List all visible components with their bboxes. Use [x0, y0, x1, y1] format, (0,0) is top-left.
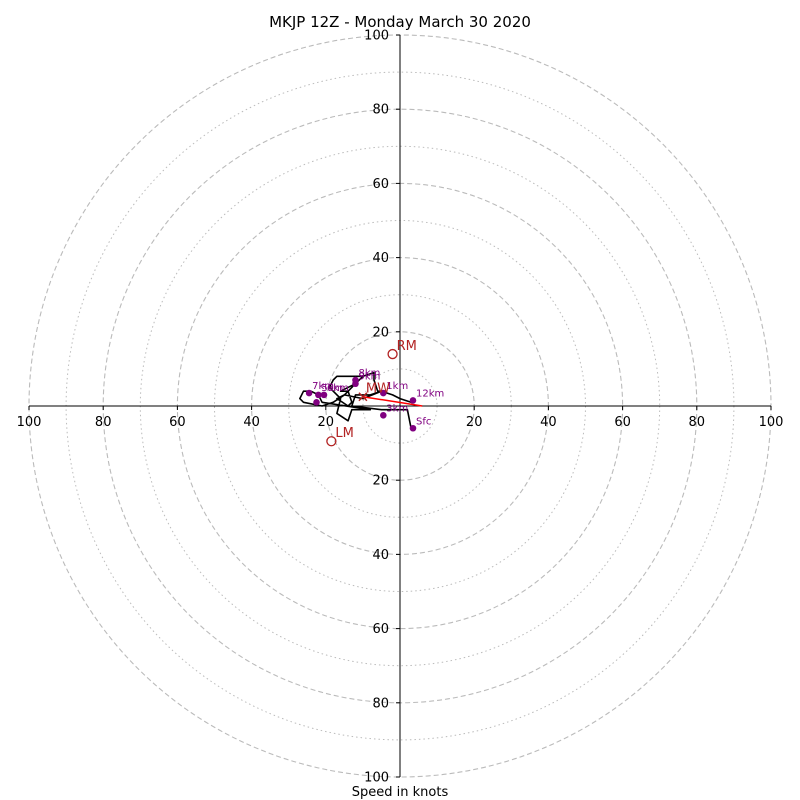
x-tick-label: 40 — [243, 415, 260, 430]
mean-wind-vector — [362, 395, 423, 407]
height-marker-9km — [352, 380, 359, 388]
height-marker-7km — [305, 389, 313, 397]
x-tick-label: 80 — [689, 415, 706, 430]
axes — [29, 35, 771, 777]
tick-labels: 100 80 60 40 20 20 40 60 80 100 100 80 60 40 20 20 40 60 8… — [17, 29, 784, 786]
height-label-8km: 8km — [358, 368, 380, 379]
x-tick-label: 100 — [759, 415, 784, 430]
height-label-5km: 5km — [321, 383, 343, 394]
height-label-3km: 3km — [386, 403, 408, 414]
y-tick-label: 80 — [372, 103, 389, 118]
height-label-12km: 12km — [416, 388, 444, 399]
height-marker-3km — [380, 411, 387, 419]
y-tick-label: 60 — [372, 177, 389, 192]
x-tick-label: 20 — [466, 415, 483, 430]
x-tick-label: 80 — [95, 415, 112, 430]
height-marker-unlabeled — [313, 398, 320, 406]
mean-wind-label: MW — [366, 382, 390, 397]
y-tick-label: 100 — [364, 29, 389, 44]
y-tick-label: 40 — [372, 548, 389, 563]
height-marker-5km — [315, 391, 322, 399]
y-tick-label: 20 — [372, 325, 389, 340]
x-tick-label: 20 — [318, 415, 335, 430]
y-tick-label: 80 — [372, 696, 389, 711]
y-tick-label: 20 — [372, 474, 389, 489]
x-tick-label: 40 — [540, 415, 557, 430]
height-label-Sfc: Sfc — [416, 416, 431, 427]
storm-motion-markers: RM LM MW — [326, 339, 417, 447]
storm-motion-label-lm: LM — [335, 426, 353, 441]
x-tick-label: 60 — [169, 415, 186, 430]
height-marker-Sfc — [409, 424, 417, 432]
height-label-6km: 6km — [327, 383, 349, 394]
height-marker-1km — [380, 389, 387, 397]
hodograph-trace-layer — [298, 371, 423, 429]
hodograph-trace — [298, 371, 415, 429]
storm-motion-rm — [387, 348, 398, 360]
y-tick-label: 100 — [364, 771, 389, 786]
mean-wind-marker — [358, 392, 368, 402]
x-tick-label: 60 — [614, 415, 631, 430]
height-marker-6km — [320, 391, 328, 399]
y-tick-label: 60 — [372, 622, 389, 637]
height-label-9km: 9km — [358, 372, 380, 383]
height-marker-12km — [409, 397, 417, 404]
x-axis-label: Speed in knots — [352, 785, 449, 800]
x-tick-label: 100 — [17, 415, 42, 430]
storm-motion-lm — [326, 436, 337, 447]
y-tick-label: 40 — [372, 251, 389, 266]
height-label-7km: 7km — [312, 381, 334, 392]
chart-title: MKJP 12Z - Monday March 30 2020 — [269, 13, 531, 31]
storm-motion-label-rm: RM — [397, 339, 417, 354]
height-label-1km: 1km — [386, 381, 408, 392]
